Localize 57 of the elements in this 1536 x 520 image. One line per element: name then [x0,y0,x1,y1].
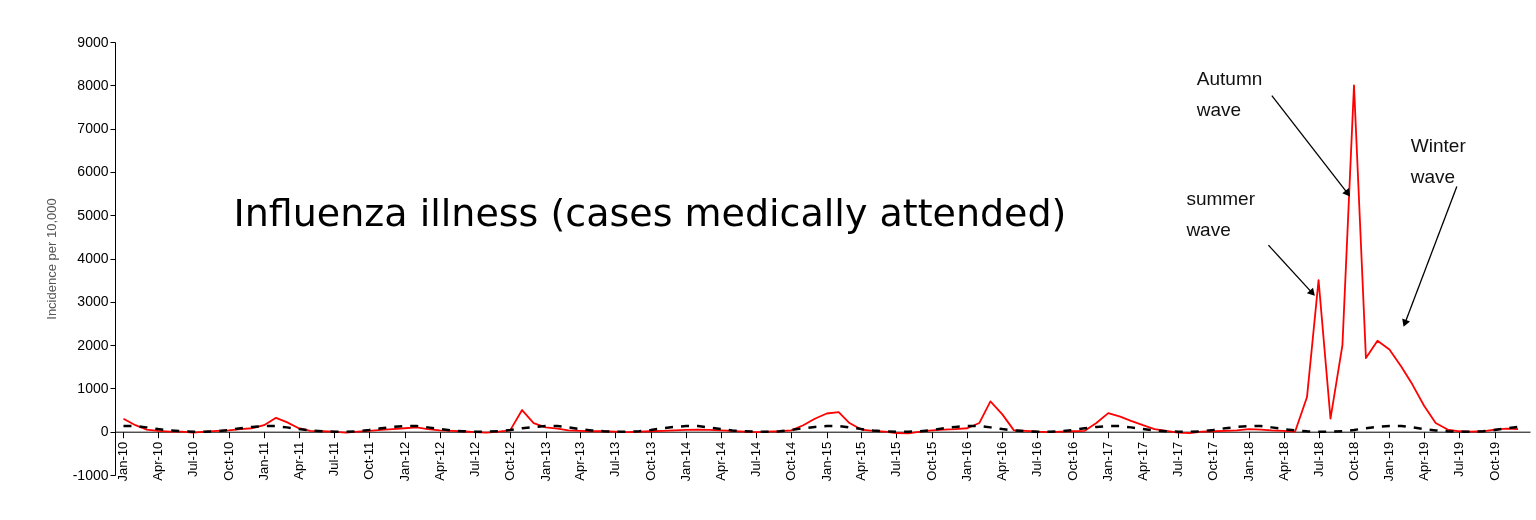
annotation: Autumn wave [1195,67,1263,120]
x-tick-label: Jan-18 [1240,441,1256,482]
x-tick-label: Oct-10 [220,441,236,481]
x-tick-label: Jul-16 [1029,441,1045,478]
x-tick-label: Jan-10 [115,441,131,482]
x-tick-label: Oct-12 [502,441,518,481]
x-tick-label: Jan-16 [959,441,975,482]
x-tick-label: Jan-19 [1381,441,1397,482]
y-tick-label: 1000 [77,379,109,396]
x-tick-label: Jul-14 [747,441,763,478]
line-series [122,84,1519,435]
x-tick-label: Apr-12 [431,441,447,481]
y-tick-label: 4000 [77,250,109,266]
x-tick-label: Oct-19 [1486,441,1502,481]
x-tick-label: Apr-17 [1134,441,1150,481]
x-tick-label: Jan-12 [396,441,412,482]
x-tick-label: Apr-19 [1416,441,1432,481]
x-tick-label: Apr-16 [994,441,1010,481]
x-tick-label: Oct-11 [361,441,377,480]
x-tick-label: Apr-10 [150,441,166,481]
x-tick-label: Jan-15 [818,441,834,482]
x-tick-label: Apr-11 [290,441,306,480]
annotation: summer wave [1185,188,1256,241]
x-tick-label: Jan-11 [256,441,272,481]
y-tick-label: 7000 [77,120,109,137]
x-tick-label: Jul-13 [607,441,623,478]
x-tick-label: Jul-15 [888,441,904,478]
x-tick-label: Jan-13 [537,441,553,482]
x-tick-label: Jul-10 [185,441,201,478]
x-tick-label: Apr-13 [572,441,588,481]
x-tick-label: Oct-16 [1064,441,1080,481]
x-tick-label: Oct-15 [923,441,939,481]
annotation: Influenza illness (cases medically attended) [233,191,1067,235]
x-tick-label: Jan-17 [1100,441,1116,482]
x-tick-label: Apr-14 [712,441,728,481]
x-tick-label: Oct-18 [1345,441,1361,481]
x-tick-label: Oct-17 [1205,441,1221,481]
x-tick-label: Jul-11 [325,441,341,477]
y-tick-label: 0 [100,423,109,440]
y-tick-label: 9000 [77,33,109,50]
x-tick-label: Jul-17 [1169,441,1185,478]
annotation: Winter wave [1409,135,1467,188]
x-tick-label: Oct-14 [783,441,799,481]
x-tick-label: Jan-14 [678,441,694,482]
y-tick-label: 8000 [77,76,109,93]
y-axis-title: Incidence per 10,000 [43,198,59,320]
y-tick-label: 2000 [77,336,109,353]
x-tick-label: Jul-18 [1310,441,1326,478]
y-tick-label: -1000 [72,466,109,483]
x-tick-label: Jul-19 [1451,441,1467,478]
x-tick-label: Apr-15 [853,441,869,481]
y-tick-label: 6000 [77,163,109,180]
x-tick-label: Oct-13 [642,441,658,481]
x-tick-label: Jul-12 [466,441,482,478]
y-tick-label: 5000 [77,206,109,223]
y-tick-label: 3000 [77,293,109,310]
x-tick-label: Apr-18 [1275,441,1291,481]
